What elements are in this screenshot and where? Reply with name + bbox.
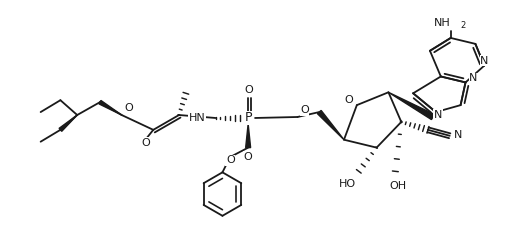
Polygon shape — [99, 100, 122, 115]
Text: P: P — [244, 111, 252, 124]
Text: O: O — [345, 95, 353, 105]
Polygon shape — [388, 92, 434, 120]
Text: N: N — [453, 130, 462, 140]
Text: O: O — [226, 155, 235, 165]
Text: N: N — [480, 56, 488, 66]
Text: NH: NH — [434, 18, 451, 28]
Polygon shape — [317, 110, 344, 140]
Text: O: O — [141, 138, 150, 148]
Polygon shape — [245, 124, 251, 148]
Text: OH: OH — [390, 181, 407, 191]
Text: O: O — [124, 103, 133, 113]
Text: O: O — [300, 105, 309, 115]
Text: N: N — [469, 73, 477, 83]
Text: HN: HN — [189, 113, 205, 123]
Text: O: O — [245, 85, 254, 95]
Text: HO: HO — [339, 179, 356, 189]
Text: 2: 2 — [460, 21, 465, 30]
Text: N: N — [434, 110, 442, 120]
Text: O: O — [244, 151, 253, 161]
Polygon shape — [59, 115, 77, 131]
